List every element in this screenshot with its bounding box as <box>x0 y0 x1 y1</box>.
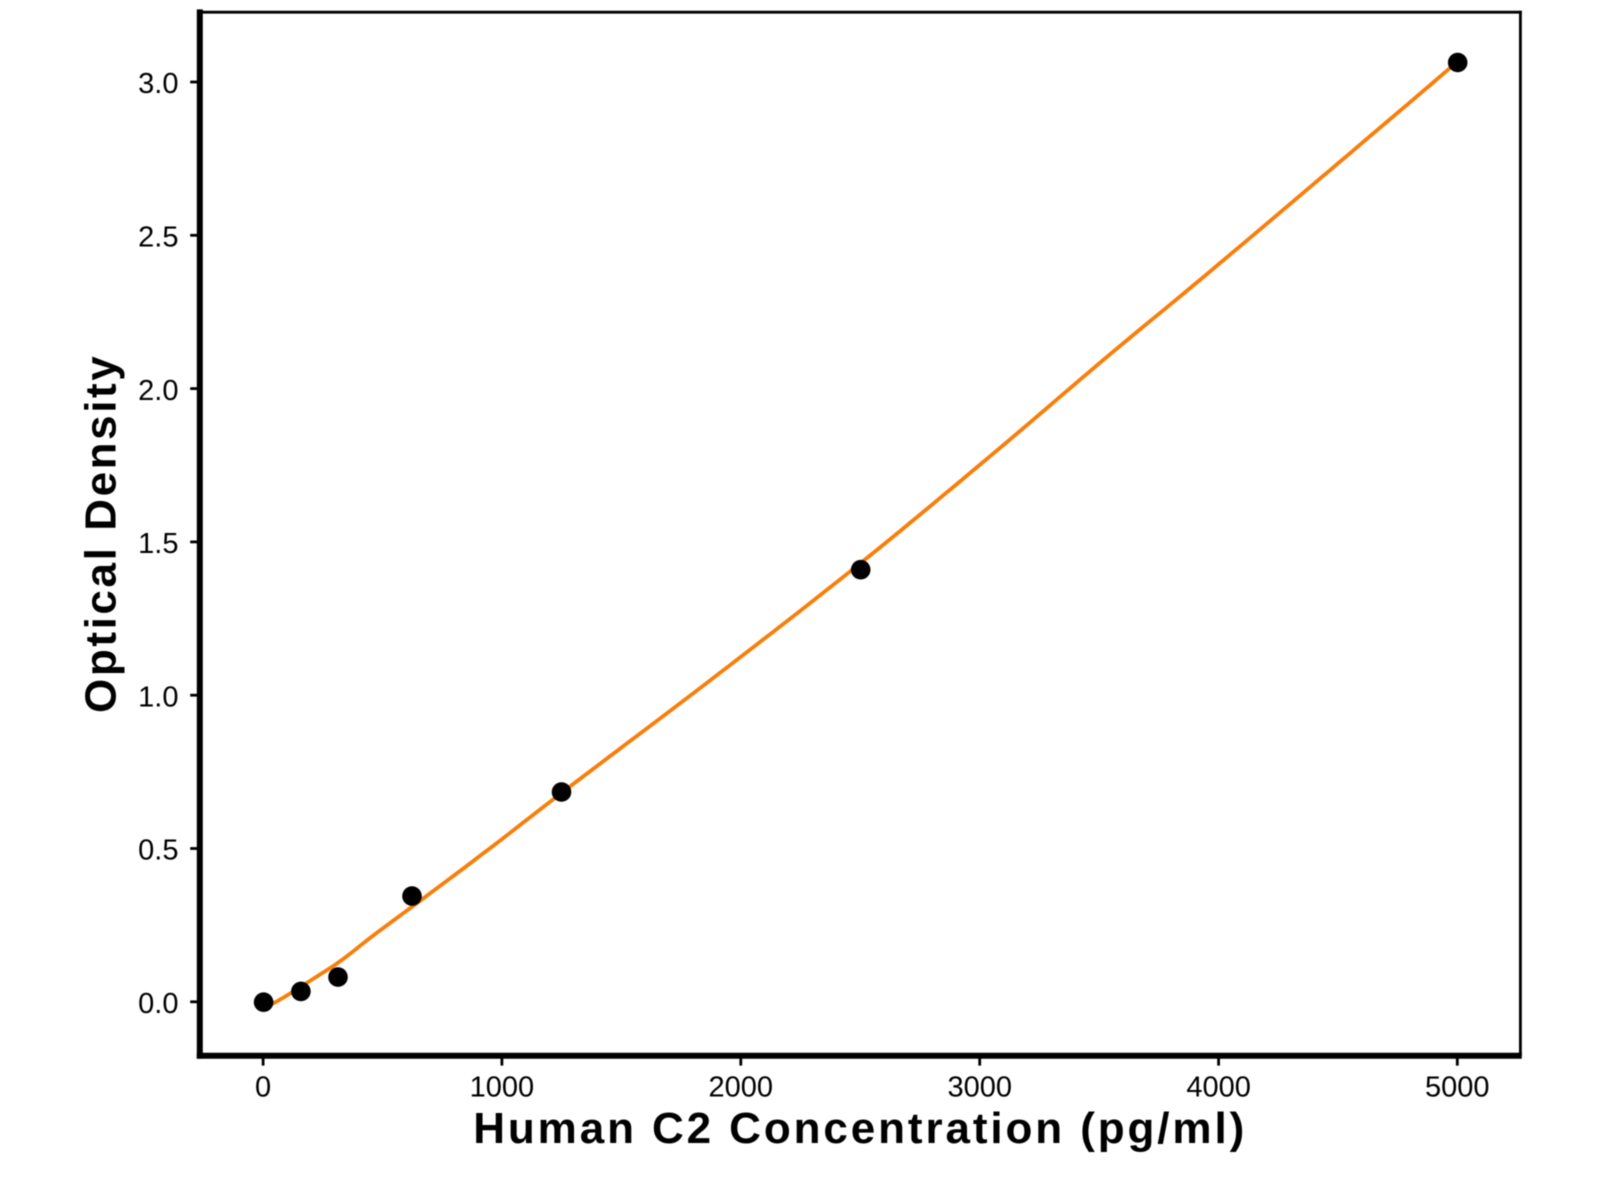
svg-text:0: 0 <box>255 1072 271 1104</box>
svg-text:3.0: 3.0 <box>138 68 178 100</box>
svg-text:3000: 3000 <box>947 1072 1012 1104</box>
svg-text:Human C2 Concentration (pg/ml): Human C2 Concentration (pg/ml) <box>473 1104 1247 1153</box>
svg-text:5000: 5000 <box>1425 1072 1490 1104</box>
svg-text:1.5: 1.5 <box>138 528 178 560</box>
svg-text:0.5: 0.5 <box>138 835 178 867</box>
svg-text:2.0: 2.0 <box>138 375 178 407</box>
svg-text:2.5: 2.5 <box>138 222 178 254</box>
svg-text:0.0: 0.0 <box>138 988 178 1020</box>
svg-text:1.0: 1.0 <box>138 681 178 713</box>
svg-text:1000: 1000 <box>470 1072 535 1104</box>
svg-text:Optical Density: Optical Density <box>77 354 126 713</box>
svg-text:4000: 4000 <box>1186 1072 1251 1104</box>
svg-text:2000: 2000 <box>709 1072 774 1104</box>
